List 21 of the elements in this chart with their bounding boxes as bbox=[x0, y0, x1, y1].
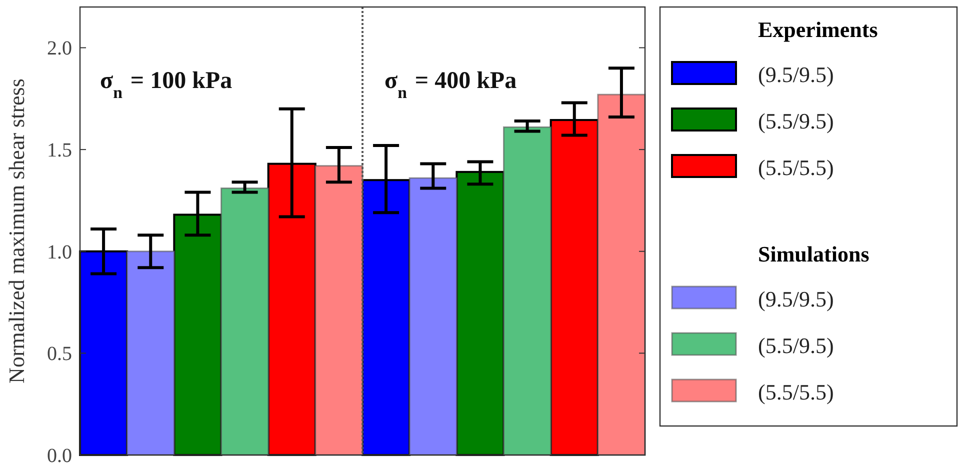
legend-label: (9.5/9.5) bbox=[758, 286, 834, 312]
y-tick-label: 1.0 bbox=[47, 241, 72, 264]
y-axis-title: Normalized maximum shear stress bbox=[4, 78, 29, 384]
legend-label: (5.5/9.5) bbox=[758, 333, 834, 358]
bar bbox=[408, 177, 458, 456]
y-tick-label: 0.0 bbox=[47, 445, 72, 467]
legend-label: (9.5/9.5) bbox=[758, 62, 834, 87]
legend-label: (5.5/9.5) bbox=[758, 108, 834, 134]
annotation: σ$_{n}$ = 100 kPa bbox=[100, 68, 232, 102]
text: Experiments bbox=[758, 17, 878, 42]
annotation: σ$_{n}$ = 400 kPa bbox=[384, 68, 517, 102]
bar bbox=[597, 94, 646, 456]
bar bbox=[126, 250, 175, 456]
bar bbox=[220, 187, 270, 456]
y-tick-label: 1.5 bbox=[47, 140, 72, 162]
text: Simulations bbox=[758, 242, 870, 266]
y-tick-label: 0.5 bbox=[47, 343, 72, 366]
legend-label: (5.5/5.5) bbox=[758, 380, 834, 404]
y-tick-label: 2.0 bbox=[47, 38, 72, 60]
bar bbox=[503, 126, 552, 456]
legend-label: (5.5/5.5) bbox=[758, 155, 834, 180]
